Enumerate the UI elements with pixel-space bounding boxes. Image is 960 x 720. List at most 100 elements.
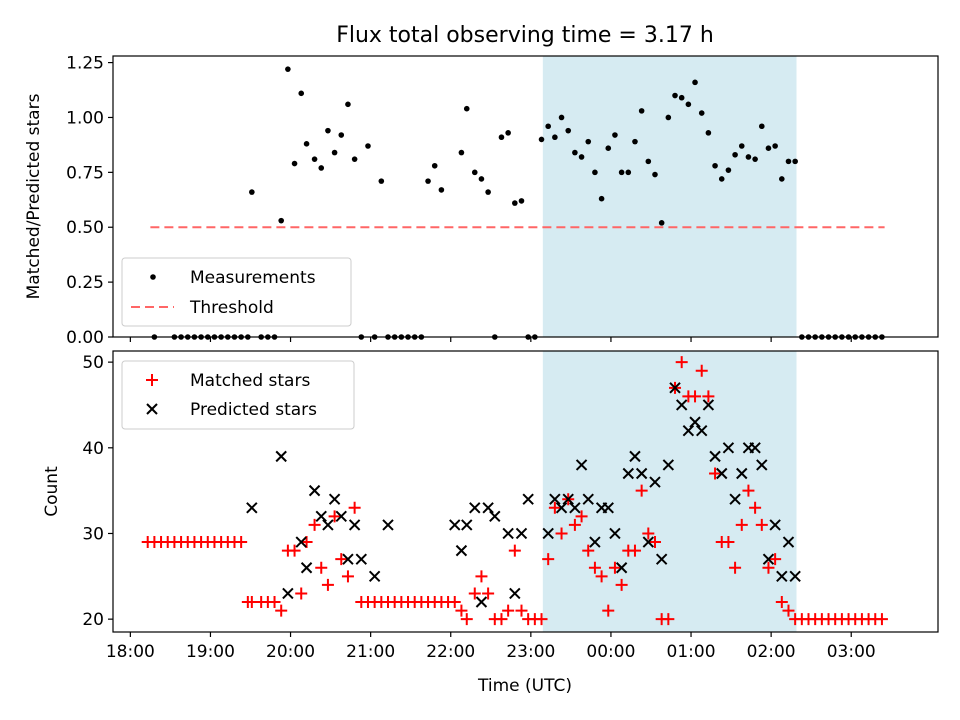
predicted-star-point bbox=[582, 493, 594, 505]
matched-star-point bbox=[588, 561, 601, 574]
measurement-point bbox=[505, 130, 511, 136]
predicted-star-point bbox=[382, 519, 394, 531]
predicted-star-point bbox=[662, 459, 675, 471]
measurement-point bbox=[779, 176, 785, 182]
measurement-points bbox=[151, 66, 885, 340]
predicted-star-point bbox=[295, 536, 307, 548]
x-tick-label: 01:00 bbox=[667, 642, 716, 662]
predicted-star-point bbox=[782, 536, 795, 548]
matched-star-point bbox=[495, 613, 508, 626]
x-tick-label: 03:00 bbox=[827, 642, 876, 662]
x-tick-label: 02:00 bbox=[747, 642, 796, 662]
ratio-panel: 0.00 0.25 0.50 0.75 1.00 1.25 Matched/Predict… bbox=[24, 54, 939, 348]
measurement-point bbox=[632, 138, 638, 145]
matched-star-point bbox=[662, 613, 675, 626]
measurement-point bbox=[785, 158, 792, 165]
measurement-point bbox=[678, 94, 685, 101]
predicted-star-point bbox=[455, 544, 468, 557]
predicted-star-point bbox=[308, 484, 321, 497]
matched-star-point bbox=[535, 613, 548, 626]
y-tick-label: 40 bbox=[82, 439, 104, 459]
predicted-star-point bbox=[762, 553, 775, 565]
predicted-star-point bbox=[482, 502, 494, 514]
matched-star-point bbox=[755, 518, 768, 531]
measurement-point bbox=[425, 178, 431, 184]
predicted-star-point bbox=[635, 467, 648, 480]
predicted-star-point bbox=[522, 493, 534, 505]
count-panel-y-label: Count bbox=[42, 466, 62, 517]
predicted-star-point bbox=[655, 553, 668, 565]
matched-star-point bbox=[775, 596, 788, 609]
predicted-star-point bbox=[669, 382, 681, 394]
matched-star-point bbox=[782, 604, 795, 617]
x-tick-label: 23:00 bbox=[506, 642, 555, 662]
predicted-star-point bbox=[776, 570, 788, 583]
predicted-star-point bbox=[716, 467, 728, 480]
x-tick-label: 00:00 bbox=[586, 642, 635, 662]
matched-star-point bbox=[542, 553, 555, 566]
measurement-point bbox=[471, 169, 478, 176]
measurement-point bbox=[605, 145, 612, 152]
ratio-panel-y-label: Matched/Predicted stars bbox=[24, 93, 44, 299]
predicted-star-point bbox=[275, 450, 287, 463]
predicted-star-point bbox=[756, 459, 768, 471]
matched-star-point bbox=[275, 604, 288, 617]
measurement-point bbox=[618, 169, 625, 176]
measurement-point bbox=[565, 127, 572, 134]
measurement-point bbox=[485, 189, 491, 195]
predicted-star-point bbox=[461, 519, 473, 531]
measurement-point bbox=[652, 171, 658, 178]
count-panel: 20 30 40 50 18:00 19:00 20:00 21:00 22:00 23:00 0… bbox=[42, 350, 939, 696]
legend-measurements-label: Measurements bbox=[190, 268, 316, 288]
matched-star-point bbox=[762, 561, 775, 574]
measurement-point bbox=[351, 156, 358, 162]
matched-star-point bbox=[468, 587, 481, 600]
predicted-star-point bbox=[300, 562, 313, 574]
matched-star-point bbox=[675, 356, 688, 369]
predicted-star-point bbox=[696, 424, 708, 437]
predicted-star-point bbox=[315, 510, 327, 523]
measurement-point bbox=[303, 141, 310, 147]
predicted-star-point bbox=[449, 519, 461, 531]
x-axis-label: Time (UTC) bbox=[477, 676, 572, 696]
measurement-point bbox=[732, 151, 738, 158]
measurement-point bbox=[685, 101, 692, 108]
predicted-star-point bbox=[348, 519, 361, 531]
matched-star-point bbox=[482, 587, 495, 600]
matched-star-point bbox=[475, 570, 488, 583]
matched-star-point bbox=[722, 536, 735, 549]
matched-star-point bbox=[448, 596, 461, 609]
matched-star-point bbox=[508, 544, 521, 557]
measurement-point bbox=[538, 136, 545, 143]
matched-star-point bbox=[460, 613, 473, 626]
legend-matched-marker bbox=[146, 374, 158, 386]
measurement-point bbox=[625, 169, 632, 176]
measurement-point bbox=[518, 198, 525, 204]
count-panel-frame bbox=[112, 350, 939, 633]
matched-star-point bbox=[288, 544, 301, 557]
predicted-star-point bbox=[722, 442, 735, 454]
legend-matched-label: Matched stars bbox=[190, 371, 310, 391]
matched-star-point bbox=[295, 587, 308, 600]
matched-star-point bbox=[575, 510, 588, 523]
matched-star-point bbox=[515, 604, 528, 617]
matched-star-point bbox=[709, 467, 722, 480]
measurement-point bbox=[612, 132, 618, 138]
predicted-star-point bbox=[736, 467, 748, 480]
matched-star-point bbox=[875, 613, 888, 626]
predicted-star-point bbox=[575, 459, 588, 471]
predicted-star-point bbox=[749, 442, 761, 454]
matched-star-point bbox=[702, 390, 715, 403]
predicted-star-point bbox=[555, 502, 568, 514]
matched-star-point bbox=[769, 553, 782, 566]
observing-window-shade-top bbox=[542, 56, 797, 337]
matched-star-point bbox=[695, 364, 708, 377]
predicted-star-point bbox=[609, 527, 621, 540]
measurement-point bbox=[311, 156, 318, 162]
predicted-star-point bbox=[335, 510, 347, 523]
matched-star-point bbox=[328, 510, 341, 523]
ratio-legend: Measurements Threshold bbox=[121, 257, 352, 327]
predicted-star-point bbox=[649, 476, 661, 488]
y-tick-label: 1.00 bbox=[66, 108, 104, 128]
predicted-star-point bbox=[569, 502, 581, 514]
